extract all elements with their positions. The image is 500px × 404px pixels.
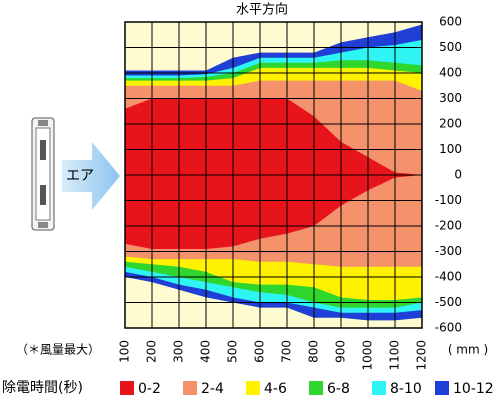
legend-label: 0-2 xyxy=(138,381,161,397)
air-arrow xyxy=(62,142,120,210)
x-unit: ( mm ) xyxy=(448,343,488,357)
x-tick-label: 500 xyxy=(226,340,240,363)
x-tick-label: 200 xyxy=(145,340,159,363)
legend-label: 4-6 xyxy=(264,381,287,397)
x-tick-label: 900 xyxy=(334,340,348,363)
x-tick-label: 100 xyxy=(118,340,132,363)
legend-title: 除電時間(秒) xyxy=(2,380,83,396)
x-tick-label: 400 xyxy=(199,340,213,363)
y-tick-label: -400 xyxy=(435,270,462,284)
y-tick-label: 0 xyxy=(454,168,462,182)
y-tick-label: -100 xyxy=(435,193,462,207)
legend-swatch xyxy=(246,381,260,395)
x-tick-label: 1000 xyxy=(361,340,375,371)
y-tick-label: -300 xyxy=(435,244,462,258)
band-area xyxy=(125,98,422,249)
legend-swatch xyxy=(372,381,386,395)
x-tick-label: 1100 xyxy=(388,340,402,371)
y-tick-label: 100 xyxy=(439,142,462,156)
legend-label: 10-12 xyxy=(453,381,494,397)
x-tick-label: 600 xyxy=(253,340,267,363)
y-tick-label: 200 xyxy=(439,117,462,131)
y-tick-label: -500 xyxy=(435,295,462,309)
legend-label: 6-8 xyxy=(327,381,350,397)
plot-border xyxy=(124,21,423,329)
legend-swatch xyxy=(309,381,323,395)
x-tick-label: 1200 xyxy=(415,340,429,371)
x-tick-label: 300 xyxy=(172,340,186,363)
y-tick-label: 400 xyxy=(439,66,462,80)
y-tick-label: -200 xyxy=(435,219,462,233)
y-tick-label: 300 xyxy=(439,91,462,105)
y-tick-label: 600 xyxy=(439,15,462,29)
y-tick-label: -600 xyxy=(435,321,462,335)
y-tick-label: 500 xyxy=(439,40,462,54)
x-tick-label: 800 xyxy=(307,340,321,363)
x-tick-label: 700 xyxy=(280,340,294,363)
legend-label: 2-4 xyxy=(201,381,224,397)
legend-label: 8-10 xyxy=(390,381,422,397)
legend-swatch xyxy=(183,381,197,395)
device-icon xyxy=(31,117,55,231)
air-label: エア xyxy=(66,168,94,184)
legend-swatch xyxy=(120,381,134,395)
chart-title: 水平方向 xyxy=(236,2,288,18)
note: （＊風量最大） xyxy=(16,343,100,357)
legend-swatch xyxy=(435,381,449,395)
